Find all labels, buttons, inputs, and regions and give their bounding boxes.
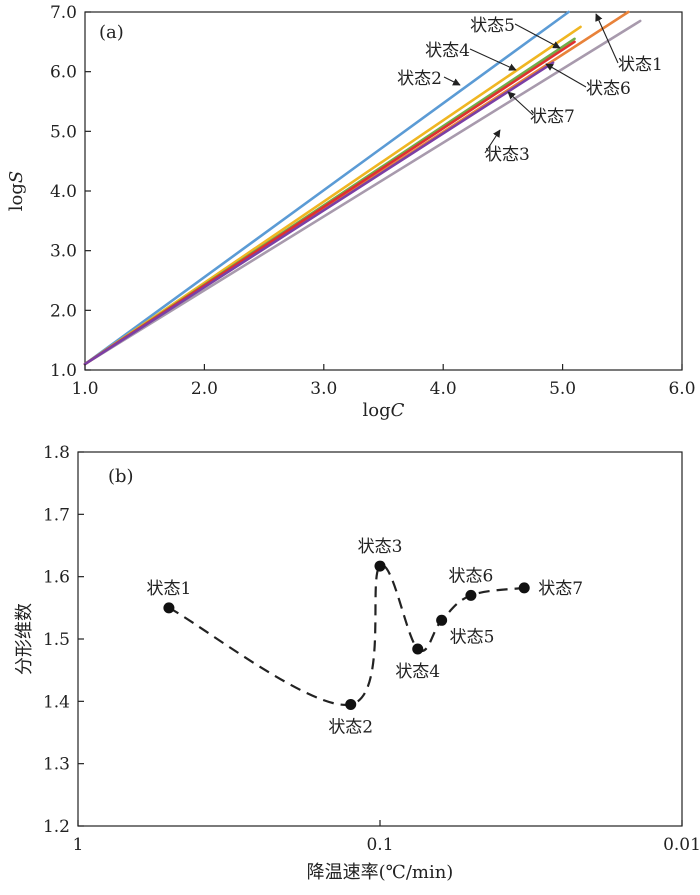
panel-b-ticks: 1 0.1 0.01 1.2 1.3 1.4 1.5 1.6 1.7 1.8 <box>43 443 700 855</box>
panel-a-x-axis-title: logC <box>363 400 405 421</box>
panel-a-x-title-main: log <box>363 400 391 421</box>
panel-a-x-tick-label: 5.0 <box>549 379 576 399</box>
panel-a-annotation-arrow-5 <box>514 23 561 49</box>
panel-a-y-title-main: log <box>6 183 27 211</box>
panel-a-y-tick-label: 1.0 <box>50 361 77 381</box>
panel-b-points: 状态1 状态2 状态3 状态4 状态5 状态6 状态7 <box>146 537 583 737</box>
panel-a-annotation-label-7: 状态7 <box>530 107 575 127</box>
panel-b-point-label-4: 状态4 <box>395 662 440 682</box>
panel-a-annotation-arrow-3 <box>484 129 501 154</box>
panel-a-y-tick-label: 2.0 <box>50 301 77 321</box>
panel-a-annotation-label-1: 状态1 <box>618 55 663 75</box>
panel-b-data-point-3 <box>374 560 386 572</box>
panel-b-y-tick-label: 1.5 <box>43 630 70 650</box>
panel-a-y-axis-title: logS <box>6 171 27 211</box>
panel-b-point-label-3: 状态3 <box>358 537 403 557</box>
panel-a-annotation-arrow-4 <box>469 48 517 71</box>
panel-a-series-line-2 <box>83 10 570 366</box>
panel-b-y-axis-title: 分形维数 <box>14 603 35 675</box>
panel-b-point-label-1: 状态1 <box>146 579 191 599</box>
panel-b-data-point-1 <box>163 602 175 614</box>
panel-b-point-label-7: 状态7 <box>538 579 583 599</box>
panel-b-data-point-2 <box>345 698 357 710</box>
panel-b-y-tick-label: 1.6 <box>43 568 70 588</box>
panel-b-data-point-7 <box>518 582 530 594</box>
panel-a-annotation-arrow-2 <box>443 76 461 86</box>
panel-a-y-tick-label: 7.0 <box>50 3 77 23</box>
panel-a-annotation-label-2: 状态2 <box>397 69 442 89</box>
panel-b-x-tick-label: 0.1 <box>366 835 393 855</box>
panel-b-data-point-4 <box>412 643 424 655</box>
panel-b-y-tick-label: 1.7 <box>43 505 70 525</box>
panel-b-frame <box>77 451 683 827</box>
panel-b-x-axis-title: 降温速率(℃/min) <box>307 862 454 883</box>
panel-b-point-label-5: 状态5 <box>450 627 495 647</box>
panel-a-series-lines <box>83 10 642 366</box>
panel-a-x-tick-label: 6.0 <box>668 379 695 399</box>
panel-b-y-tick-label: 1.4 <box>43 692 70 712</box>
panel-b-point-label-2: 状态2 <box>328 717 373 737</box>
panel-a-annotation-arrow-6 <box>545 63 587 88</box>
panel-a-series-line-3 <box>83 19 642 366</box>
panel-a-annotation-arrow-1 <box>595 13 619 64</box>
panel-a-series-line-7 <box>83 61 555 366</box>
panel-b-x-tick-label: 1 <box>73 835 84 855</box>
panel-b-label: (b) <box>108 466 134 487</box>
panel-a-y-tick-label: 4.0 <box>50 182 77 202</box>
panel-a-annotation-arrow-7 <box>507 91 534 116</box>
panel-a-x-tick-label: 1.0 <box>71 379 98 399</box>
panel-a-annotation-label-6: 状态6 <box>586 79 631 99</box>
panel-a-y-tick-label: 5.0 <box>50 122 77 142</box>
panel-a-label: (a) <box>99 22 124 43</box>
panel-a-annotation-label-4: 状态4 <box>425 41 470 61</box>
panel-a-frame <box>84 11 683 371</box>
panel-b-point-label-6: 状态6 <box>448 566 493 586</box>
panel-a-y-tick-label: 6.0 <box>50 63 77 83</box>
panel-a-x-tick-label: 2.0 <box>191 379 218 399</box>
panel-a-x-tick-label: 3.0 <box>310 379 337 399</box>
panel-a-annotation-label-5: 状态5 <box>470 16 515 36</box>
panel-a-y-title-var: S <box>6 171 27 183</box>
panel-b-y-tick-label: 1.3 <box>43 755 70 775</box>
panel-b-dashed-curve <box>168 564 525 706</box>
panel-a-ticks: 1.0 2.0 3.0 4.0 5.0 6.0 1.0 2.0 3.0 4.0 5.0 6.0 7.0 <box>50 3 696 399</box>
panel-b-data-point-6 <box>465 589 477 601</box>
panel-b-data-point-5 <box>436 614 448 626</box>
panel-a-x-title-var: C <box>391 400 405 421</box>
panel-a-y-tick-label: 3.0 <box>50 242 77 262</box>
panel-a-x-tick-label: 4.0 <box>430 379 457 399</box>
panel-b-y-tick-label: 1.8 <box>43 443 70 463</box>
panel-b-x-tick-label: 0.01 <box>663 835 700 855</box>
panel-a-annotation-label-3: 状态3 <box>485 145 530 165</box>
panel-b-y-tick-label: 1.2 <box>43 817 70 837</box>
